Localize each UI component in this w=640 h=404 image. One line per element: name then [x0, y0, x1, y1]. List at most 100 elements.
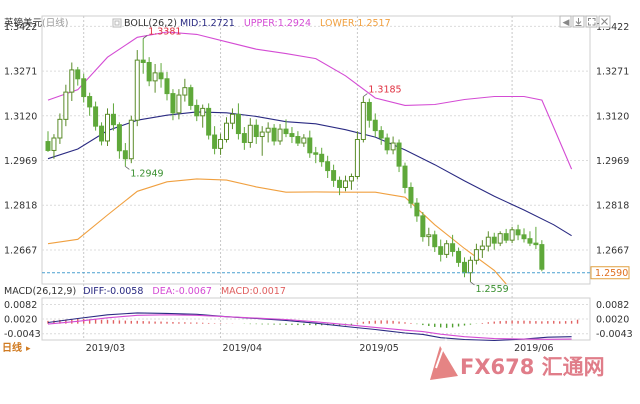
candle-35	[253, 119, 259, 144]
watermark-text: FX678 汇通网	[460, 355, 605, 379]
candle-body-61	[408, 186, 414, 204]
candle-body-21	[170, 93, 176, 114]
candle-73	[479, 240, 485, 258]
candle-83	[539, 240, 545, 272]
candle-0	[45, 131, 51, 152]
candle-29	[218, 133, 224, 155]
candle-48	[331, 164, 337, 187]
candle-59	[396, 139, 402, 173]
candle-13	[122, 143, 128, 167]
candle-24	[188, 84, 194, 110]
candle-56	[378, 126, 384, 145]
candle-1	[51, 134, 57, 159]
candle-74	[485, 231, 491, 252]
candle-12	[116, 122, 122, 159]
candle-27	[206, 103, 212, 140]
candle-body-57	[384, 137, 390, 151]
candle-7	[87, 92, 93, 116]
price-tick-left-2: 1.3120	[4, 111, 37, 122]
boll-lower-value: 1.2517	[357, 18, 390, 29]
candle-body-43	[301, 137, 307, 144]
candle-body-19	[158, 72, 164, 80]
candle-28	[212, 126, 218, 155]
candle-body-42	[295, 136, 301, 144]
candle-body-35	[253, 124, 259, 138]
candle-body-70	[462, 261, 467, 274]
candle-76	[497, 231, 503, 247]
price-tick-right-5: 1.2667	[596, 245, 629, 256]
candle-47	[325, 155, 331, 178]
candle-body-71	[467, 259, 473, 274]
current-price-line: 1.2590	[42, 266, 630, 280]
candle-body-64	[426, 234, 432, 238]
macd-dea-label: DEA:	[152, 286, 175, 297]
candle-body-28	[212, 134, 218, 149]
candle-body-38	[271, 127, 277, 142]
candle-body-51	[348, 176, 354, 182]
candle-44	[307, 130, 313, 158]
candle-body-24	[188, 87, 194, 106]
candle-3	[63, 84, 69, 127]
prev-arrow-icon[interactable]: ◀	[559, 15, 572, 28]
macd-diff-label: DIFF:	[83, 286, 107, 297]
candle-body-40	[283, 128, 289, 135]
period-tab[interactable]: 日线	[2, 341, 22, 354]
fullscreen-icon[interactable]	[585, 15, 598, 28]
indicator-toggle[interactable]	[112, 18, 122, 28]
close-icon[interactable]	[598, 15, 611, 28]
boll-mid-value: 1.2721	[202, 18, 235, 29]
candle-58	[390, 136, 396, 155]
candle-37	[265, 122, 271, 143]
candle-body-4	[69, 69, 75, 93]
period-tab-arrow-icon[interactable]: ▸	[26, 344, 31, 354]
candle-38	[271, 124, 277, 146]
date-axis: 2019/03 2019/04 2019/05 2019/06	[86, 343, 554, 354]
candle-body-9	[99, 125, 105, 142]
candle-81	[527, 231, 533, 247]
candle-10	[105, 108, 110, 147]
candle-body-50	[343, 180, 348, 188]
candle-body-82	[533, 242, 539, 246]
current-price-label: 1.2590	[595, 268, 628, 279]
macd-diff-value: -0.0058	[107, 286, 144, 297]
annotation-leader-3	[470, 281, 475, 286]
boll-mid-label: MID:	[180, 18, 202, 29]
candle-31	[229, 108, 235, 130]
candle-57	[384, 133, 390, 155]
macd-diff-line	[47, 312, 572, 342]
candle-body-67	[444, 243, 450, 255]
candle-20	[164, 71, 170, 101]
price-tick-right-1: 1.3271	[596, 67, 629, 78]
macd-tick-right-1: 0.0020	[596, 315, 629, 326]
download-icon[interactable]	[572, 15, 585, 28]
candle-71	[467, 256, 473, 282]
annotation-leader-0	[142, 35, 148, 39]
boll-legend: 英镑美元(日线)	[4, 17, 68, 29]
candle-60	[402, 162, 408, 194]
price-axis-right: 1.3422 1.3271 1.3120 1.2969 1.2818 1.2667	[596, 22, 629, 257]
candle-body-72	[473, 249, 479, 261]
candle-body-12	[116, 124, 122, 152]
macd-dea-value: -0.0067	[175, 286, 212, 297]
candle-body-76	[497, 233, 503, 244]
candle-62	[414, 198, 420, 222]
price-tick-right-0: 1.3422	[596, 22, 629, 33]
candle-body-79	[515, 229, 521, 236]
grid-lines	[42, 16, 590, 340]
candle-19	[158, 63, 164, 88]
period-label: 日线	[46, 17, 66, 29]
candle-body-16	[140, 59, 146, 63]
candle-body-2	[57, 118, 63, 139]
candle-11	[110, 103, 116, 131]
boll-label: BOLL(26,2)	[124, 18, 177, 29]
candle-body-68	[450, 243, 456, 252]
candle-body-80	[521, 234, 527, 240]
price-tick-left-4: 1.2818	[4, 201, 37, 212]
extreme-annotations: 1.3381 1.2949 1.3185 1.2559	[125, 27, 509, 295]
price-axis-left: 1.3422 1.3271 1.3120 1.2969 1.2818 1.2667	[4, 22, 37, 257]
candle-body-59	[396, 142, 402, 167]
candle-50	[343, 175, 348, 192]
candle-26	[200, 104, 206, 128]
